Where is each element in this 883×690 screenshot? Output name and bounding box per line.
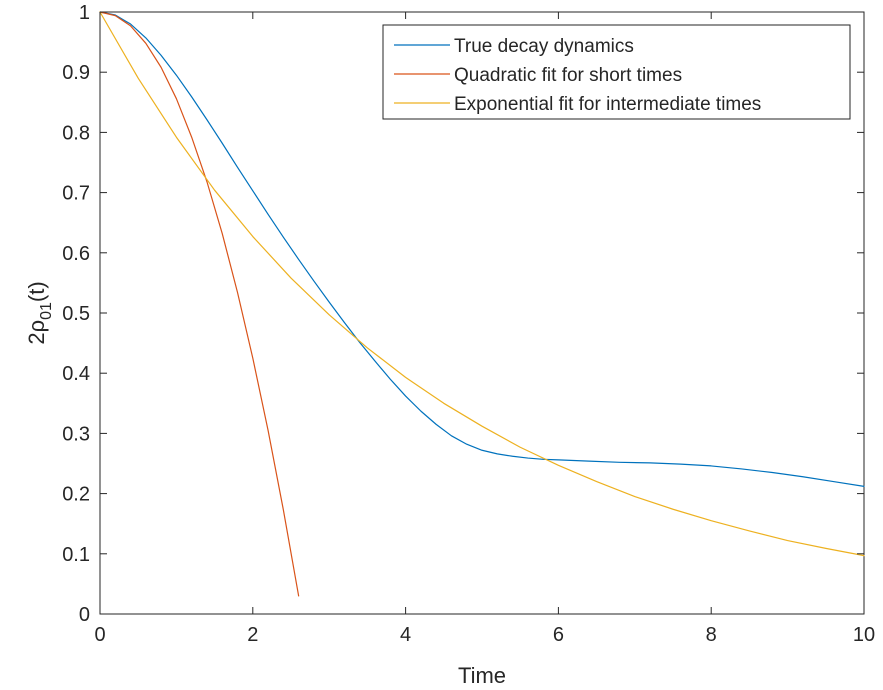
x-tick-label: 4 <box>400 624 411 646</box>
y-tick-label: 0.7 <box>62 183 90 205</box>
y-tick-label: 0.1 <box>62 544 90 566</box>
y-axis-label-tail: (t) <box>24 281 49 302</box>
y-tick-label: 0.4 <box>62 363 90 385</box>
x-tick-label: 8 <box>706 624 717 646</box>
x-tick-label: 6 <box>553 624 564 646</box>
y-tick-label: 1 <box>79 2 90 24</box>
series-line-2 <box>99 11 300 597</box>
y-tick-label: 0.3 <box>62 423 90 445</box>
legend-label-3: Exponential fit for intermediate times <box>454 94 761 115</box>
y-tick-label: 0.2 <box>62 484 90 506</box>
y-tick-label: 0.5 <box>62 303 90 325</box>
series-line-3 <box>99 11 865 557</box>
x-axis-ticks: 0 2 4 6 8 10 <box>94 12 875 646</box>
series-group <box>99 11 865 597</box>
legend-label-2: Quadratic fit for short times <box>454 65 682 86</box>
legend-label-1: True decay dynamics <box>454 36 634 57</box>
x-axis-label: Time <box>458 663 506 688</box>
x-tick-label: 10 <box>853 624 875 646</box>
y-tick-label: 0 <box>79 604 90 626</box>
legend: True decay dynamics Quadratic fit for sho… <box>382 24 851 120</box>
series-line-1 <box>99 11 865 487</box>
y-tick-label: 0.9 <box>62 62 90 84</box>
x-tick-label: 0 <box>94 624 105 646</box>
legend-box <box>382 24 851 120</box>
y-tick-label: 0.8 <box>62 122 90 144</box>
y-tick-label: 0.6 <box>62 243 90 265</box>
x-tick-label: 2 <box>247 624 258 646</box>
y-axis-ticks: 0 0.1 0.2 0.3 0.4 0.5 0.6 0.7 0.8 0.9 1 <box>62 2 864 626</box>
y-axis-label-main: 2ρ <box>24 320 49 345</box>
y-axis-label-subscript: 01 <box>38 302 55 320</box>
y-axis-label: 2ρ01(t) <box>24 281 55 344</box>
